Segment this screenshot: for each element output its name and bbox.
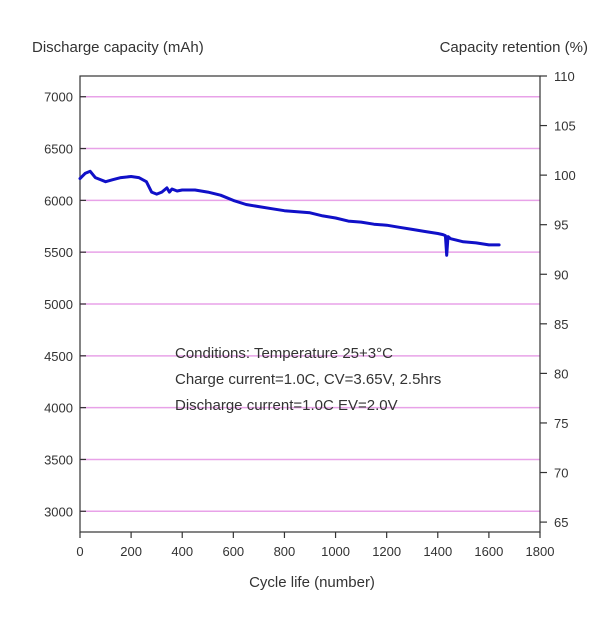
y-left-tick-label-5500: 5500 <box>44 245 73 260</box>
y-right-tick-label-70: 70 <box>554 466 568 481</box>
y-right-tick-label-105: 105 <box>554 119 576 134</box>
y-left-tick-label-7000: 7000 <box>44 90 73 105</box>
y-right-tick-label-85: 85 <box>554 317 568 332</box>
y-right-tick-label-95: 95 <box>554 218 568 233</box>
x-tick-label-1200: 1200 <box>372 544 401 559</box>
x-tick-label-1000: 1000 <box>321 544 350 559</box>
y-right-tick-label-65: 65 <box>554 515 568 530</box>
x-tick-label-400: 400 <box>171 544 193 559</box>
grid-layer <box>80 95 540 513</box>
y-left-tick-label-3000: 3000 <box>44 504 73 519</box>
x-tick-label-600: 600 <box>222 544 244 559</box>
y-left-tick-label-5000: 5000 <box>44 297 73 312</box>
x-tick-label-1800: 1800 <box>526 544 555 559</box>
series-line-0 <box>78 169 501 257</box>
x-tick-label-1600: 1600 <box>474 544 503 559</box>
x-tick-label-800: 800 <box>274 544 296 559</box>
y-left-tick-label-4000: 4000 <box>44 401 73 416</box>
y-right-tick-label-80: 80 <box>554 366 568 381</box>
x-tick-label-1400: 1400 <box>423 544 452 559</box>
y-left-tick-label-6000: 6000 <box>44 193 73 208</box>
axis-layer: 0 200 400 600 800 1000 1200 1400 1600 1800 3000 350… <box>44 69 576 559</box>
y-right-tick-label-75: 75 <box>554 416 568 431</box>
y-right-tick-label-90: 90 <box>554 267 568 282</box>
series-layer <box>78 169 501 257</box>
y-left-tick-label-3500: 3500 <box>44 452 73 467</box>
left-axis-title: Discharge capacity (mAh) <box>32 39 204 56</box>
annotation-line-2: Charge current=1.0C, CV=3.65V, 2.5hrs <box>175 371 441 388</box>
y-left-tick-label-6500: 6500 <box>44 142 73 157</box>
y-left-tick-label-4500: 4500 <box>44 349 73 364</box>
annotation-line-1: Conditions: Temperature 25+3°C <box>175 345 393 362</box>
x-tick-label-0: 0 <box>76 544 83 559</box>
right-axis-title: Capacity retention (%) <box>440 39 588 56</box>
annotation-line-3: Discharge current=1.0C EV=2.0V <box>175 397 398 414</box>
y-right-tick-label-100: 100 <box>554 168 576 183</box>
x-tick-label-200: 200 <box>120 544 142 559</box>
x-axis-title: Cycle life (number) <box>249 574 375 591</box>
y-right-tick-label-110: 110 <box>554 69 575 84</box>
